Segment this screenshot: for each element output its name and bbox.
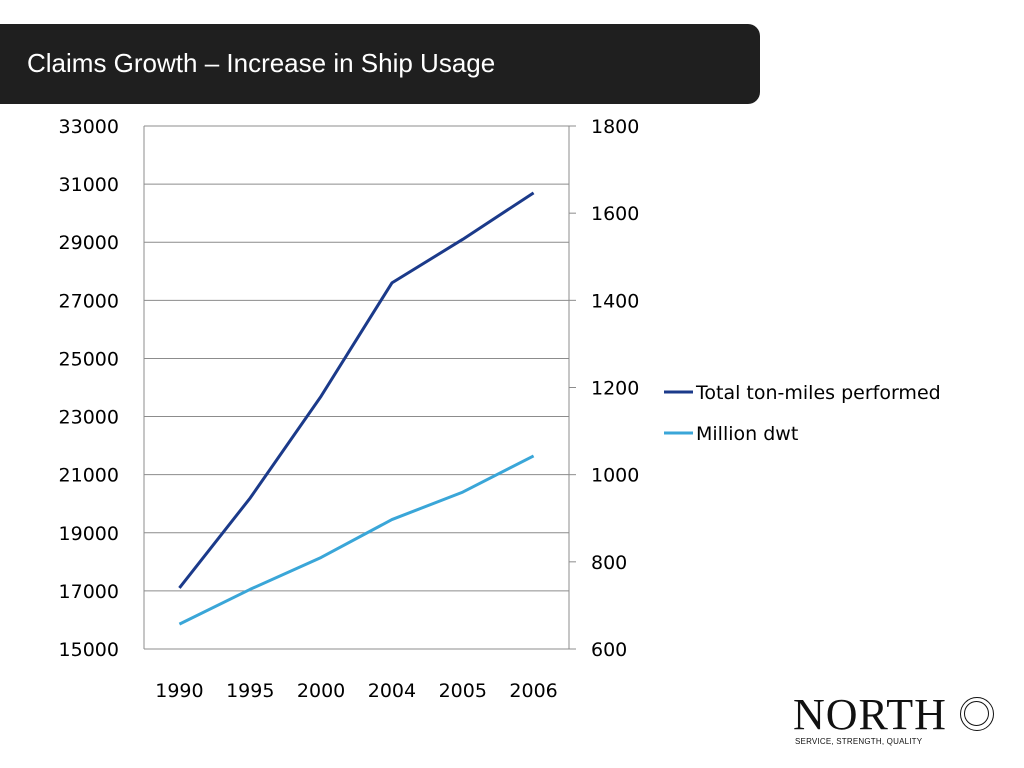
series-line-0 <box>178 191 535 589</box>
y-left-tick-label: 19000 <box>59 523 119 545</box>
y-right-tick-label: 1600 <box>591 203 639 225</box>
gridlines <box>144 125 569 650</box>
y-right-tick-label: 600 <box>591 639 627 661</box>
y-right-tick-label: 1800 <box>591 116 639 138</box>
x-tick-label: 1990 <box>155 680 203 702</box>
y-left-tick-label: 15000 <box>59 639 119 661</box>
y-left-tick-label: 33000 <box>59 116 119 138</box>
y-right-tick-label: 800 <box>591 552 627 574</box>
y-right-tick-label: 1000 <box>591 465 639 487</box>
y-left-tick-label: 21000 <box>59 465 119 487</box>
legend-label: Total ton-miles performed <box>695 382 941 404</box>
tick-labels: 15000 17000 19000 21000 23000 25000 27000 29000… <box>59 116 640 702</box>
x-tick-label: 1995 <box>226 680 274 702</box>
x-tick-label: 2004 <box>368 680 416 702</box>
logo-seal-icon <box>960 697 994 731</box>
x-tick-label: 2006 <box>509 680 557 702</box>
y-right-tick-label: 1400 <box>591 290 639 312</box>
x-tick-label: 2000 <box>297 680 345 702</box>
axes <box>143 125 576 650</box>
logo-tagline: SERVICE, STRENGTH, QUALITY <box>795 737 923 746</box>
x-tick-label: 2005 <box>439 680 487 702</box>
series-lines <box>178 191 535 626</box>
y-left-tick-label: 23000 <box>59 407 119 429</box>
y-left-tick-label: 29000 <box>59 232 119 254</box>
y-left-tick-label: 17000 <box>59 581 119 603</box>
legend: Total ton-miles performed Million dwt <box>664 382 941 445</box>
north-logo: NORTH SERVICE, STRENGTH, QUALITY <box>793 690 1005 753</box>
y-left-tick-label: 27000 <box>59 290 119 312</box>
logo-wordmark: NORTH <box>793 690 947 739</box>
series-line-1 <box>178 454 535 626</box>
title-bar: Claims Growth – Increase in Ship Usage <box>0 24 760 104</box>
legend-label: Million dwt <box>696 423 798 445</box>
y-left-tick-label: 31000 <box>59 174 119 196</box>
y-right-tick-label: 1200 <box>591 378 639 400</box>
y-left-tick-label: 25000 <box>59 348 119 370</box>
slide-title: Claims Growth – Increase in Ship Usage <box>27 48 496 78</box>
